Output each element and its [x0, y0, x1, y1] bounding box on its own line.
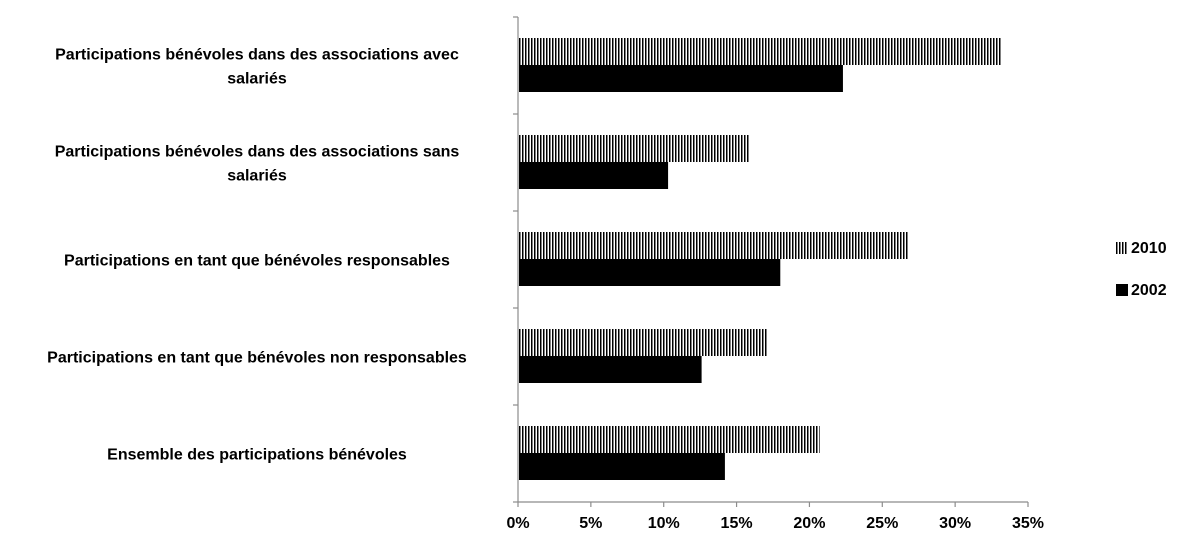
x-tick-label: 0% [506, 515, 529, 532]
bar-2002-1 [519, 162, 669, 189]
category-label-4: Ensemble des participations bénévoles [107, 447, 407, 464]
bar-2002-4 [519, 453, 725, 480]
x-tick-label: 10% [648, 515, 680, 532]
category-label-3: Participations en tant que bénévoles non… [47, 350, 467, 367]
x-tick-label: 20% [793, 515, 825, 532]
legend-label-2010: 2010 [1131, 240, 1167, 257]
bar-2010-0 [519, 38, 1002, 65]
bar-2010-3 [519, 329, 768, 356]
category-label-line: Participations en tant que bénévoles res… [64, 253, 450, 270]
x-tick-labels: 0% 5% 10% 15% 20% 25% 30% 35% [506, 515, 1044, 532]
bar-2010-4 [519, 426, 820, 453]
legend: 2010 2002 [1116, 240, 1167, 299]
category-label-line: Ensemble des participations bénévoles [107, 447, 407, 464]
category-label-line: Participations en tant que bénévoles non… [47, 350, 467, 367]
category-label-0: Participations bénévoles dans des associ… [55, 47, 459, 88]
x-tick-label: 25% [866, 515, 898, 532]
bar-2002-0 [519, 65, 843, 92]
legend-swatch-2010 [1116, 242, 1128, 254]
category-label-line: salariés [227, 168, 287, 185]
legend-swatch-2002 [1116, 284, 1128, 296]
category-label-line: salariés [227, 71, 287, 88]
category-label-2: Participations en tant que bénévoles res… [64, 253, 450, 270]
bar-2002-2 [519, 259, 781, 286]
category-label-line: Participations bénévoles dans des associ… [55, 144, 460, 161]
bar-2010-1 [519, 135, 750, 162]
bar-2002-3 [519, 356, 702, 383]
axes [513, 16, 1029, 507]
bars-layer [519, 38, 1002, 480]
x-tick-label: 35% [1012, 515, 1044, 532]
category-labels: Participations bénévoles dans des associ… [47, 47, 467, 464]
x-tick-label: 15% [721, 515, 753, 532]
legend-label-2002: 2002 [1131, 282, 1167, 299]
x-tick-label: 5% [579, 515, 602, 532]
x-tick-label: 30% [939, 515, 971, 532]
category-label-1: Participations bénévoles dans des associ… [55, 144, 460, 185]
bar-2010-2 [519, 232, 909, 259]
category-label-line: Participations bénévoles dans des associ… [55, 47, 459, 64]
